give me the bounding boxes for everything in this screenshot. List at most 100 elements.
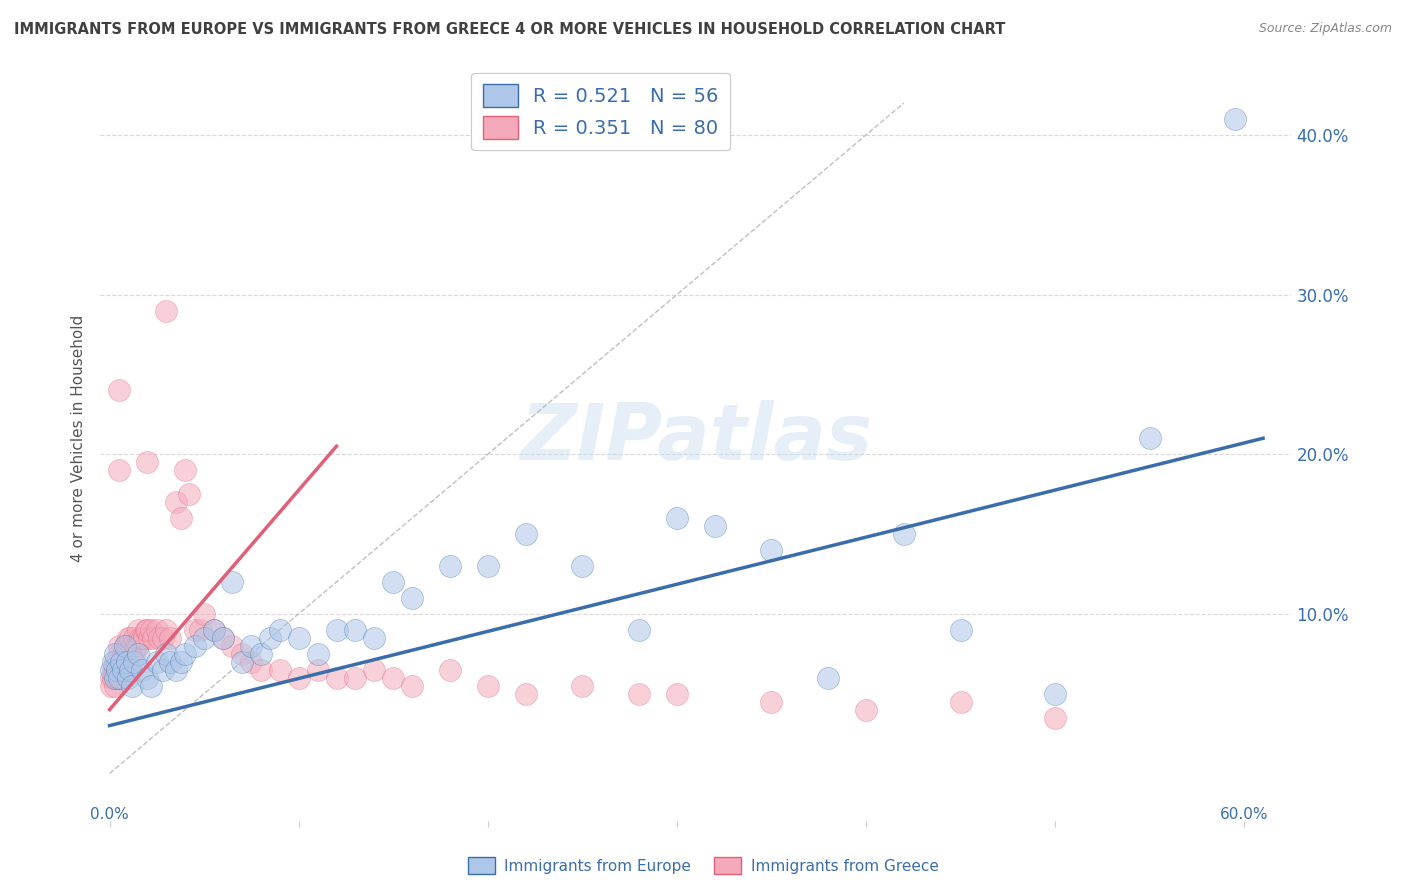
Point <box>108 647 131 661</box>
Point <box>221 574 243 589</box>
Point <box>221 639 243 653</box>
Point <box>117 639 139 653</box>
Point <box>155 623 177 637</box>
Point <box>117 655 139 669</box>
Point <box>111 663 134 677</box>
Point <box>127 639 149 653</box>
Point <box>628 623 651 637</box>
Point <box>1223 112 1246 126</box>
Point <box>155 647 177 661</box>
Point <box>159 631 181 645</box>
Point <box>949 695 972 709</box>
Point <box>114 639 136 653</box>
Point <box>1043 710 1066 724</box>
Point <box>170 655 193 669</box>
Point <box>155 303 177 318</box>
Y-axis label: 4 or more Vehicles in Household: 4 or more Vehicles in Household <box>72 315 86 562</box>
Point <box>183 623 205 637</box>
Point <box>159 655 181 669</box>
Point <box>110 663 132 677</box>
Point <box>325 671 347 685</box>
Point <box>111 647 134 661</box>
Point <box>105 671 128 685</box>
Point <box>103 663 125 677</box>
Point <box>120 647 142 661</box>
Point <box>344 623 367 637</box>
Point <box>104 655 127 669</box>
Point <box>571 558 593 573</box>
Point <box>108 671 131 685</box>
Point <box>628 687 651 701</box>
Point <box>401 591 423 605</box>
Point <box>134 623 156 637</box>
Point <box>117 631 139 645</box>
Point <box>193 631 215 645</box>
Legend: Immigrants from Europe, Immigrants from Greece: Immigrants from Europe, Immigrants from … <box>461 851 945 880</box>
Point <box>325 623 347 637</box>
Point <box>152 631 174 645</box>
Point <box>103 671 125 685</box>
Point <box>120 631 142 645</box>
Point <box>817 671 839 685</box>
Point <box>110 655 132 669</box>
Point <box>761 695 783 709</box>
Point <box>117 671 139 685</box>
Point <box>105 663 128 677</box>
Point <box>401 679 423 693</box>
Point <box>108 639 131 653</box>
Point <box>100 663 122 677</box>
Point <box>104 663 127 677</box>
Point <box>110 655 132 669</box>
Point <box>177 487 200 501</box>
Point <box>855 703 877 717</box>
Point <box>141 623 163 637</box>
Point <box>174 647 197 661</box>
Point <box>231 647 253 661</box>
Point <box>100 679 122 693</box>
Point <box>104 679 127 693</box>
Point <box>152 663 174 677</box>
Point <box>136 455 159 469</box>
Point <box>240 639 263 653</box>
Point <box>142 631 165 645</box>
Legend: R = 0.521   N = 56, R = 0.351   N = 80: R = 0.521 N = 56, R = 0.351 N = 80 <box>471 72 730 151</box>
Point <box>307 663 329 677</box>
Point <box>363 631 385 645</box>
Point <box>111 655 134 669</box>
Point <box>108 463 131 477</box>
Point <box>127 623 149 637</box>
Point <box>104 647 127 661</box>
Point <box>146 623 169 637</box>
Point <box>307 647 329 661</box>
Point <box>131 663 153 677</box>
Point <box>115 639 138 653</box>
Point <box>477 558 499 573</box>
Point <box>893 527 915 541</box>
Point <box>202 623 225 637</box>
Point <box>287 631 309 645</box>
Point <box>108 384 131 398</box>
Point <box>259 631 281 645</box>
Point <box>174 463 197 477</box>
Point <box>138 631 160 645</box>
Point <box>141 679 163 693</box>
Text: IMMIGRANTS FROM EUROPE VS IMMIGRANTS FROM GREECE 4 OR MORE VEHICLES IN HOUSEHOLD: IMMIGRANTS FROM EUROPE VS IMMIGRANTS FRO… <box>14 22 1005 37</box>
Point <box>110 671 132 685</box>
Point <box>287 671 309 685</box>
Point <box>250 663 273 677</box>
Point <box>269 663 291 677</box>
Point <box>104 671 127 685</box>
Text: 0.0%: 0.0% <box>90 807 129 822</box>
Point <box>202 623 225 637</box>
Point <box>131 631 153 645</box>
Point <box>193 607 215 621</box>
Point <box>115 655 138 669</box>
Point <box>127 647 149 661</box>
Point <box>165 495 187 509</box>
Point <box>269 623 291 637</box>
Point <box>188 623 211 637</box>
Point <box>165 663 187 677</box>
Point <box>136 671 159 685</box>
Point <box>100 671 122 685</box>
Point <box>148 631 170 645</box>
